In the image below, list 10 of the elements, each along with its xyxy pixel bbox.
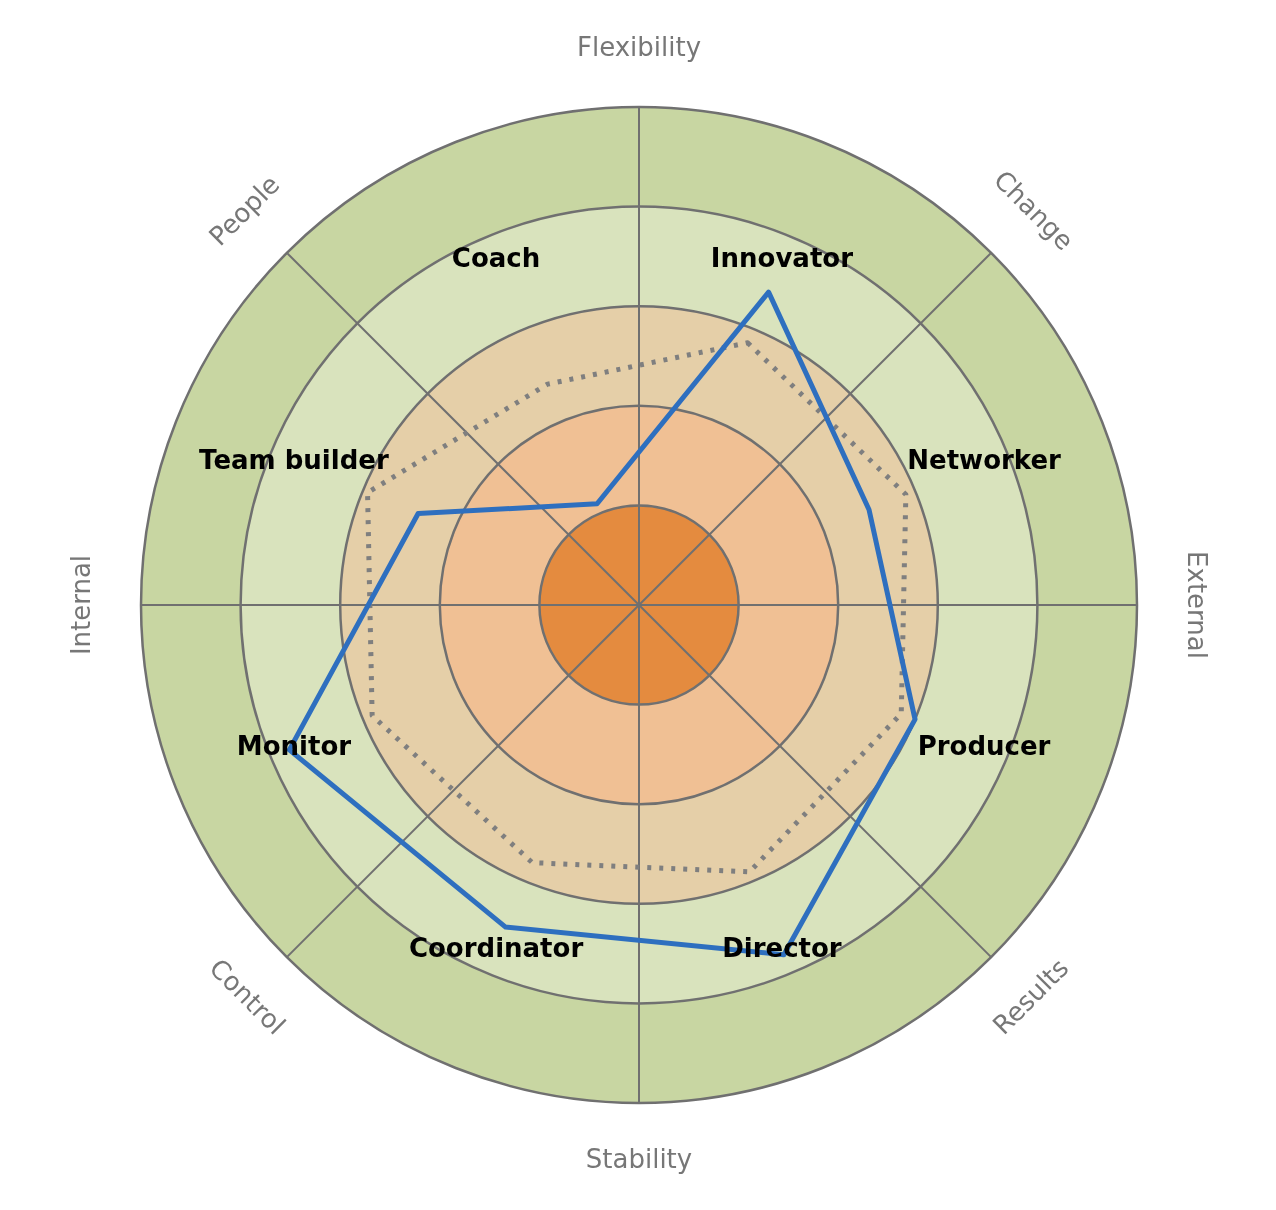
spoke-label: External: [1182, 551, 1213, 659]
spoke-label: Internal: [65, 554, 96, 656]
spoke-label: Innovator: [710, 242, 854, 273]
spoke-label: Stability: [585, 1143, 693, 1174]
spoke-label: Coordinator: [408, 932, 584, 963]
spoke-label: Producer: [917, 730, 1051, 761]
spoke-label: Team builder: [199, 444, 389, 475]
spoke-label: Networker: [907, 444, 1062, 475]
spoke-label: Coach: [451, 242, 541, 273]
spoke-label: Flexibility: [576, 31, 702, 62]
